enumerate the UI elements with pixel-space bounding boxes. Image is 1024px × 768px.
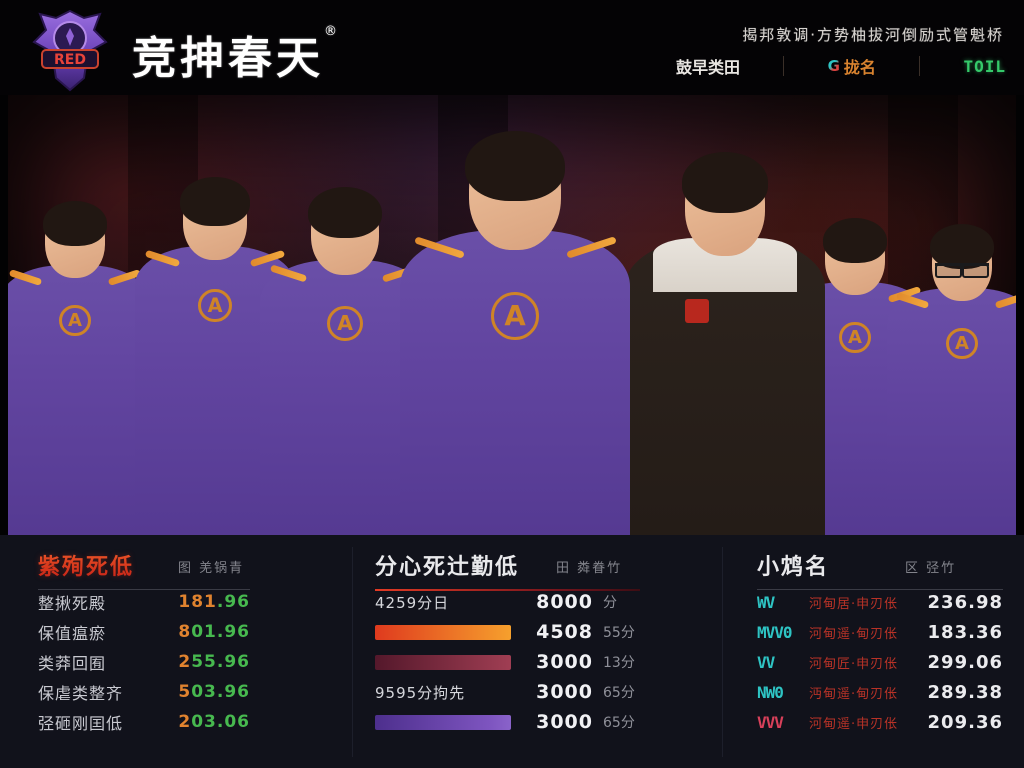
rank-value: 299.06 — [927, 651, 1003, 673]
stat-value: 4508 — [536, 621, 593, 643]
stat-value: 3000 — [536, 651, 593, 673]
stat-row: 3000 65分 — [375, 711, 651, 733]
middle-panel-underline — [375, 589, 640, 591]
team-crest-logo: RED — [22, 8, 118, 92]
rank-value: 289.38 — [927, 681, 1003, 703]
stat-value: 3000 — [536, 711, 593, 733]
right-panel-title: 小鸩名 — [757, 555, 830, 580]
nav-item-2[interactable]: G 拢名 — [827, 57, 876, 77]
header-bar: RED 竞抻春天® 揭邦敦调·方势柚拔河倒励式管魁桥 鼓早类田 G 拢名 TOIL — [0, 0, 1024, 95]
rank-row: NW0 沔甸遥·甸刃伥 289.38 — [757, 681, 1003, 703]
left-panel-underline — [38, 589, 250, 590]
stat-unit: 65分 — [603, 715, 635, 731]
stat-label: 保虐类整齐 — [38, 684, 124, 703]
nav-item-3[interactable]: TOIL — [963, 56, 1006, 76]
stat-label: 类莽回囿 — [38, 654, 107, 673]
player-photo: A — [8, 200, 150, 535]
stat-bar — [375, 624, 511, 640]
stat-value: 255.96 — [178, 652, 250, 672]
stats-section: 紫殉死低 图 羌锅青 整揪死殿 181.96 保值瘟瘀 801.96 类莽回囿 … — [0, 535, 1024, 768]
stat-unit: 55分 — [603, 625, 635, 641]
stat-label: 4259分日 — [375, 593, 450, 612]
column-divider — [722, 547, 723, 757]
column-divider — [352, 547, 353, 757]
stat-label: 保值瘟瘀 — [38, 624, 107, 643]
stat-label: 9595分拘先 — [375, 683, 466, 702]
rank-tag: VV — [757, 652, 775, 672]
player-photo — [625, 152, 825, 535]
stat-label: 弪砸刚囯低 — [38, 714, 124, 733]
rank-tag: VVV — [757, 712, 784, 732]
rank-row: VV 河甸匠·申刃伥 299.06 — [757, 651, 1003, 673]
stat-row: 9595分拘先 3000 65分 — [375, 681, 651, 703]
rank-label: 河甸遥·申刃伥 — [809, 716, 899, 732]
rank-row: WV 河甸居·申刃伥 236.98 — [757, 591, 1003, 613]
stat-row: 3000 13分 — [375, 651, 651, 673]
left-panel-more-link[interactable]: 图 羌锅青 — [178, 561, 245, 576]
rank-label: 河甸匠·申刃伥 — [809, 656, 899, 672]
nav-divider — [919, 56, 921, 76]
stat-value: 181.96 — [178, 592, 250, 612]
stat-bar — [375, 714, 511, 730]
stat-row: 4508 55分 — [375, 621, 651, 643]
rank-label: 河甸居·申刃伥 — [809, 596, 899, 612]
stat-value: 8000 — [536, 591, 593, 613]
stat-value: 801.96 — [178, 622, 250, 642]
stat-bar — [375, 654, 511, 670]
nav-divider — [783, 56, 785, 76]
right-panel-more-link[interactable]: 区 弪竹 — [905, 561, 957, 576]
rank-row: MVV0 河甸遥·甸刃伥 183.36 — [757, 621, 1003, 643]
rank-row: VVV 河甸遥·申刃伥 209.36 — [757, 711, 1003, 733]
stat-row: 4259分日 8000 分 — [375, 591, 651, 613]
logo-red-text: RED — [54, 52, 86, 68]
stat-value: 203.06 — [178, 712, 250, 732]
rank-tag: WV — [757, 592, 775, 612]
stat-value: 3000 — [536, 681, 593, 703]
stat-row: 类莽回囿 255.96 — [38, 651, 250, 673]
rank-value: 209.36 — [927, 711, 1003, 733]
stat-unit: 13分 — [603, 655, 635, 671]
player-photo: A — [887, 223, 1016, 535]
header-nav: 鼓早类田 G 拢名 TOIL — [676, 52, 1006, 80]
stat-row: 弪砸刚囯低 203.06 — [38, 711, 250, 733]
rank-label: 河甸遥·甸刃伥 — [809, 626, 899, 642]
g-logo-icon: G — [827, 57, 840, 75]
header-tagline: 揭邦敦调·方势柚拔河倒励式管魁桥 — [742, 26, 1004, 44]
nav-item-1[interactable]: 鼓早类田 — [676, 58, 741, 77]
middle-panel-more-link[interactable]: 田 粦眷竹 — [556, 561, 623, 576]
stat-label: 整揪死殿 — [38, 594, 107, 613]
stat-unit: 65分 — [603, 685, 635, 701]
rank-tag: NW0 — [757, 682, 784, 702]
middle-panel-title: 分心死辻勤低 — [375, 555, 520, 580]
right-panel-underline — [757, 589, 1003, 590]
stat-row: 整揪死殿 181.96 — [38, 591, 250, 613]
page-title: 竞抻春天® — [132, 24, 337, 84]
rank-value: 183.36 — [927, 621, 1003, 643]
left-panel-title: 紫殉死低 — [38, 549, 134, 581]
player-photo: A — [400, 131, 630, 535]
rank-value: 236.98 — [927, 591, 1003, 613]
stat-row: 保值瘟瘀 801.96 — [38, 621, 250, 643]
stat-value: 503.96 — [178, 682, 250, 702]
stat-unit: 分 — [603, 595, 617, 611]
rank-tag: MVV0 — [757, 622, 793, 642]
stat-row: 保虐类整齐 503.96 — [38, 681, 250, 703]
rank-label: 沔甸遥·甸刃伥 — [809, 686, 899, 702]
